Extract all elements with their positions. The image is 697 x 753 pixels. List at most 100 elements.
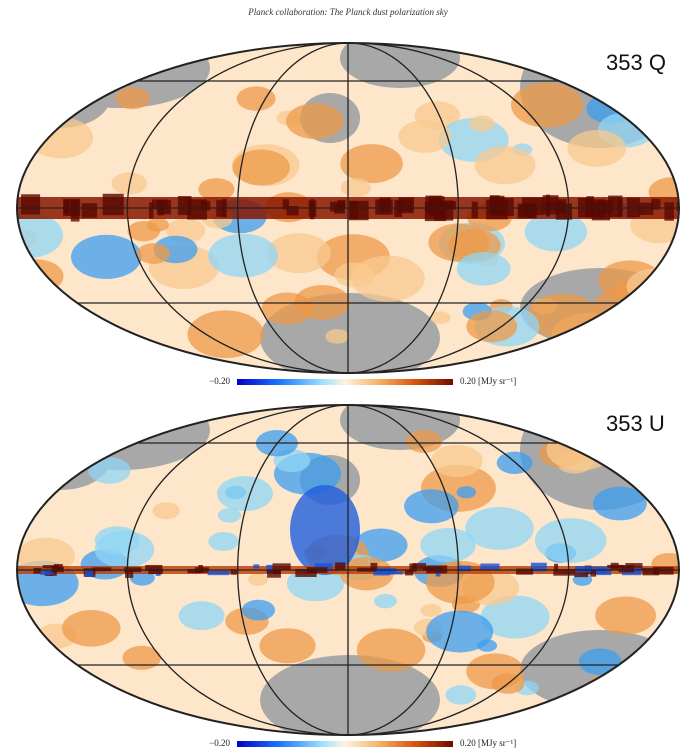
- intensity-patch: [88, 457, 130, 484]
- plane-feature: [664, 202, 674, 220]
- plane-feature: [486, 200, 508, 220]
- header-title: Planck collaboration: The Planck dust po…: [247, 7, 447, 17]
- intensity-patch: [497, 452, 533, 474]
- colorbar: [237, 379, 453, 385]
- plane-feature: [82, 203, 97, 218]
- intensity-patch: [237, 86, 276, 110]
- intensity-patch: [334, 262, 374, 287]
- intensity-patch: [208, 532, 238, 551]
- intensity-patch: [27, 453, 52, 469]
- plane-feature: [103, 194, 124, 215]
- intensity-patch: [188, 310, 264, 358]
- intensity-patch: [208, 234, 278, 278]
- intensity-patch: [248, 573, 268, 586]
- plane-feature: [425, 196, 441, 214]
- intensity-patch: [567, 130, 626, 167]
- masked-region: [340, 390, 460, 450]
- intensity-patch: [590, 671, 636, 700]
- intensity-patch: [179, 601, 225, 630]
- intensity-patch: [62, 610, 121, 647]
- plane-feature: [611, 563, 619, 571]
- plane-feature: [178, 196, 192, 215]
- intensity-patch: [341, 178, 371, 197]
- panel-label: 353 U: [606, 411, 665, 436]
- plane-feature: [350, 201, 358, 219]
- intensity-patch: [137, 243, 170, 264]
- intensity-patch: [115, 87, 150, 109]
- plane-feature: [64, 200, 69, 213]
- intensity-patch: [242, 600, 275, 621]
- intensity-patch: [95, 526, 140, 554]
- plane-feature: [158, 203, 164, 216]
- masked-region: [10, 430, 110, 490]
- plane-feature: [639, 203, 653, 215]
- intensity-patch: [465, 507, 533, 550]
- plane-feature: [426, 565, 447, 573]
- plane-feature: [21, 194, 40, 214]
- intensity-patch: [127, 221, 160, 241]
- plane-feature: [208, 571, 230, 575]
- intensity-patch: [626, 650, 692, 691]
- plane-feature: [595, 568, 612, 575]
- intensity-patch: [579, 648, 622, 675]
- intensity-patch: [445, 685, 476, 704]
- intensity-patch: [153, 502, 180, 519]
- plane-feature: [201, 201, 210, 211]
- intensity-patch: [426, 611, 493, 653]
- plane-feature: [397, 201, 412, 212]
- colorbar-max: 0.20 [MJy sr⁻¹]: [460, 376, 516, 386]
- plane-feature: [335, 562, 345, 569]
- intensity-patch: [457, 486, 477, 498]
- masked-region: [30, 390, 210, 470]
- colorbar-min: −0.20: [209, 738, 230, 748]
- plane-feature: [412, 563, 426, 569]
- intensity-patch: [33, 106, 57, 121]
- intensity-patch: [469, 115, 495, 131]
- plane-feature: [33, 568, 41, 574]
- colorbar-min: −0.20: [209, 376, 230, 386]
- plane-feature: [310, 199, 314, 219]
- plane-feature: [253, 564, 259, 568]
- sky-map: 353 U −0.20 0.20 [MJy sr⁻¹]: [6, 390, 692, 748]
- colorbar-max: 0.20 [MJy sr⁻¹]: [460, 738, 516, 748]
- intensity-patch: [457, 252, 511, 286]
- figure: Planck collaboration: The Planck dust po…: [0, 0, 697, 753]
- intensity-patch: [71, 235, 142, 279]
- plane-feature: [388, 568, 397, 573]
- plane-feature: [627, 198, 640, 218]
- plane-feature: [608, 196, 622, 218]
- plane-feature: [85, 570, 93, 577]
- intensity-patch: [290, 485, 360, 575]
- colorbar: [237, 741, 453, 747]
- intensity-patch: [627, 268, 684, 304]
- plane-feature: [273, 563, 291, 569]
- intensity-patch: [374, 594, 397, 608]
- masked-region: [10, 68, 110, 128]
- sky-map: 353 Q−0.200.20 [MJy sr⁻¹]: [0, 28, 696, 386]
- plane-feature: [149, 202, 153, 218]
- intensity-patch: [511, 83, 583, 128]
- plane-feature: [556, 204, 572, 220]
- intensity-patch: [535, 518, 606, 563]
- plane-feature: [575, 566, 591, 573]
- plane-feature: [642, 568, 659, 575]
- intensity-patch: [431, 445, 483, 477]
- intensity-patch: [259, 628, 315, 663]
- plane-feature: [518, 203, 536, 218]
- intensity-patch: [475, 146, 536, 184]
- intensity-patch: [340, 144, 403, 183]
- intensity-patch: [217, 476, 273, 511]
- intensity-patch: [262, 293, 313, 325]
- intensity-patch: [636, 465, 685, 496]
- intensity-patch: [26, 651, 52, 667]
- plane-feature: [458, 566, 470, 572]
- intensity-patch: [466, 310, 517, 342]
- masked-region: [340, 28, 460, 88]
- plane-feature: [472, 202, 478, 219]
- intensity-patch: [2, 306, 38, 328]
- intensity-patch: [325, 329, 349, 344]
- intensity-patch: [595, 596, 656, 634]
- intensity-patch: [286, 103, 343, 139]
- plane-feature: [273, 570, 281, 574]
